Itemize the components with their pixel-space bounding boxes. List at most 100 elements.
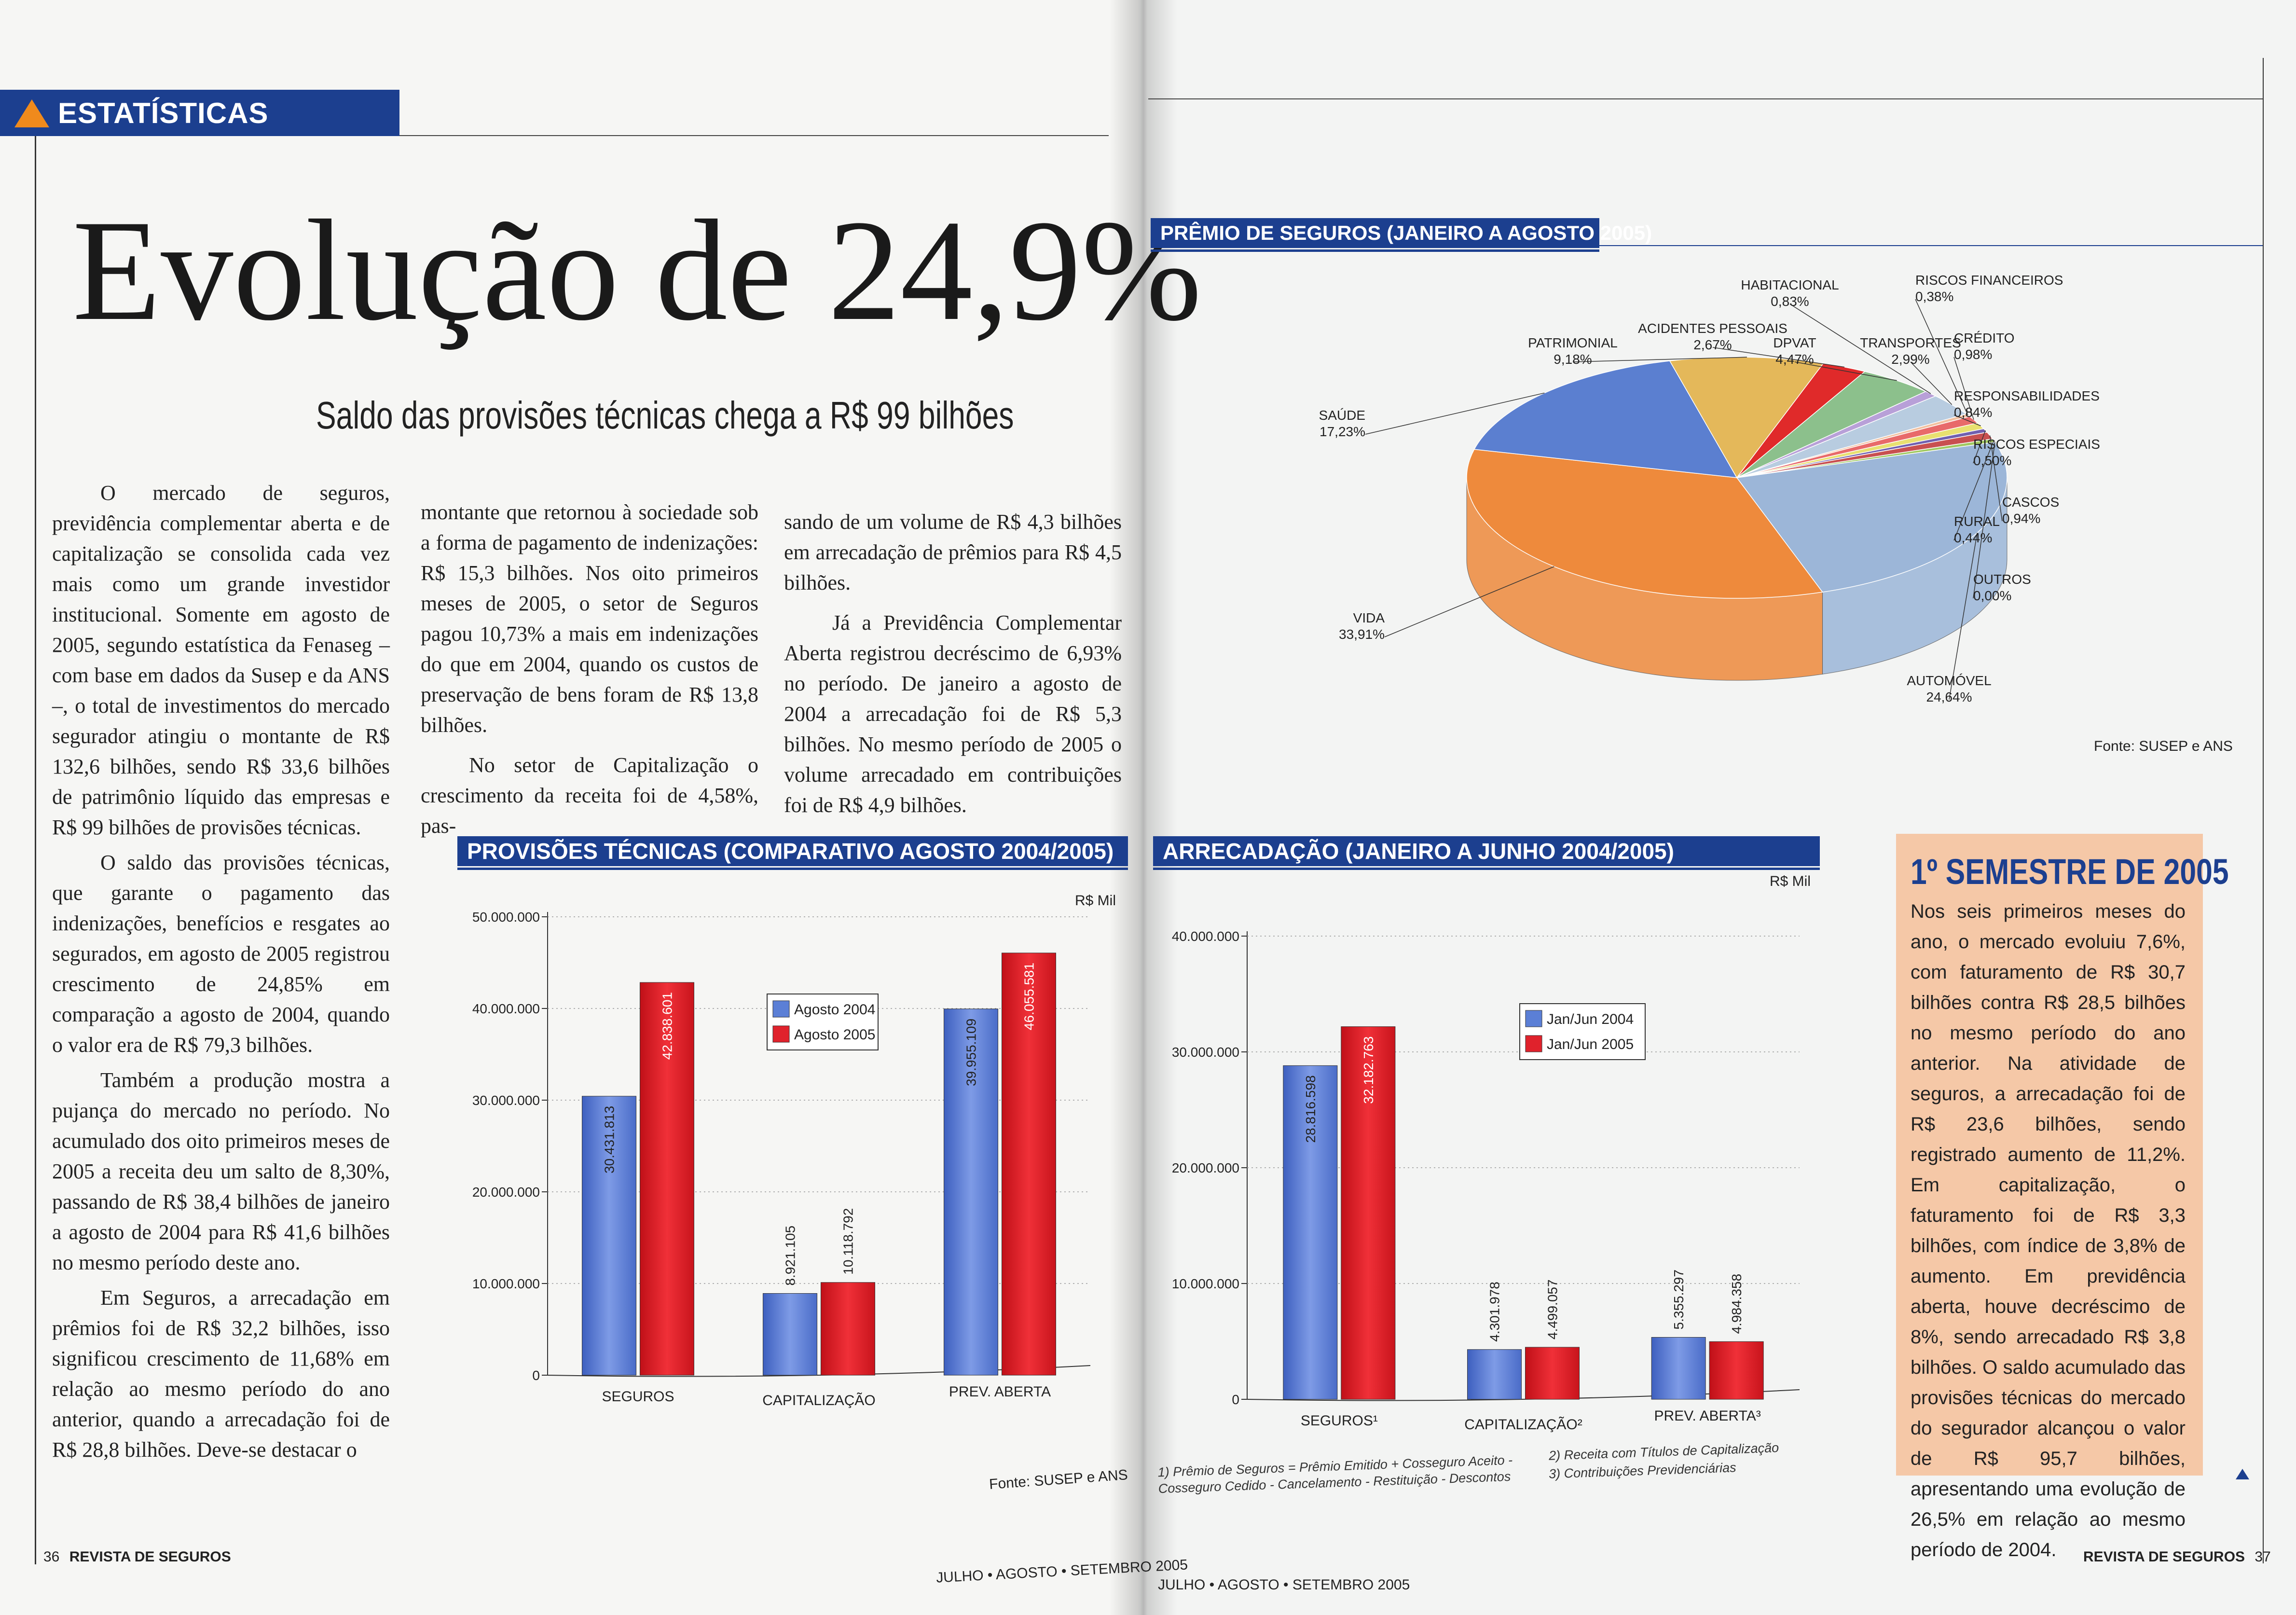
magazine-name: REVISTA DE SEGUROS — [2083, 1549, 2245, 1565]
bar — [640, 982, 694, 1376]
pie-label-value: 0,83% — [1771, 294, 1809, 309]
premio-chart-title: PRÊMIO DE SEGUROS (JANEIRO A AGOSTO 2005… — [1151, 218, 1652, 252]
provisoes-chart-title: PROVISÕES TÉCNICAS (COMPARATIVO AGOSTO 2… — [457, 836, 1128, 870]
premio-title-rule — [1592, 245, 2263, 246]
pie-label-name: RURAL — [1954, 514, 2000, 529]
paragraph: No setor de Capitalização o crescimento … — [421, 753, 758, 838]
y-tick-label: 0 — [1232, 1392, 1239, 1407]
data-label: 42.838.601 — [660, 992, 675, 1060]
pie-leader-line — [1953, 357, 1974, 420]
provisoes-bar-chart: 0 10.000.000 20.000.000 30.000.000 40.000.00… — [472, 910, 1091, 1408]
y-tick-label: 10.000.000 — [1172, 1276, 1239, 1291]
pie-slice — [1736, 438, 1996, 478]
bar — [944, 1008, 998, 1376]
bar — [1525, 1347, 1580, 1400]
y-tick-label: 50.000.000 — [472, 910, 540, 925]
pie-label-value: 4,47% — [1775, 352, 1814, 367]
y-tick-label: 20.000.000 — [472, 1185, 540, 1200]
data-label: 4.301.978 — [1487, 1282, 1502, 1342]
category-label: SEGUROS — [602, 1389, 674, 1405]
pie-leader-line — [1365, 392, 1545, 435]
bar — [1467, 1349, 1522, 1400]
magazine-name: REVISTA DE SEGUROS — [69, 1549, 231, 1565]
y-tick-label: 10.000.000 — [472, 1276, 540, 1291]
pie-label-value: 24,64% — [1926, 690, 1972, 704]
y-tick-label: 40.000.000 — [472, 1001, 540, 1016]
pie-label-value: 0,44% — [1954, 530, 1992, 545]
pie-leader-line — [1794, 361, 1897, 381]
left-margin-rule — [35, 136, 36, 1564]
legend-swatch — [1525, 1010, 1542, 1027]
pie-label-name: DPVAT — [1773, 335, 1816, 350]
pie-leader-line — [1949, 533, 1978, 700]
sidebox-title: 1º SEMESTRE DE 2005 — [1911, 852, 2229, 892]
bar — [582, 1096, 636, 1376]
right-margin-rule — [2263, 58, 2264, 1563]
data-label: 32.182.763 — [1361, 1036, 1376, 1104]
pie-label-name: AUTOMÓVEL — [1907, 673, 1991, 688]
pie-leader-line — [1712, 347, 1845, 368]
pie-leader-line — [1789, 304, 1931, 394]
pie-label-name: ACIDENTES PESSOAIS — [1638, 321, 1787, 336]
paragraph: sando de um volume de R$ 4,3 bilhões em … — [784, 510, 1122, 594]
y-tick-label: 30.000.000 — [472, 1093, 540, 1108]
pie-label-name: CASCOS — [2002, 495, 2059, 510]
data-label: 5.355.297 — [1671, 1270, 1686, 1330]
pie-leader-line — [1953, 440, 1994, 541]
legend-label: Agosto 2004 — [794, 1002, 875, 1018]
data-label: 8.921.105 — [783, 1226, 798, 1286]
data-label: 10.118.792 — [841, 1208, 856, 1275]
pie-label-value: 0,84% — [1954, 405, 1992, 420]
article-title: Evolução de 24,9% — [72, 190, 1202, 350]
pie-leader-line — [1989, 435, 2003, 522]
pie-leader-line — [1973, 442, 1995, 599]
column-2: montante que retornou à sociedade sob a … — [421, 497, 758, 841]
pie-label-name: RISCOS FINANCEIROS — [1915, 273, 2063, 288]
triangle-icon — [14, 99, 49, 127]
pie-label-name: OUTROS — [1973, 572, 2031, 587]
data-label: 4.499.057 — [1545, 1279, 1560, 1339]
paragraph: Também a produção mostra a pujança do me… — [52, 1068, 390, 1274]
pie-label-value: 0,00% — [1973, 588, 2011, 603]
top-rule-right — [1148, 98, 2263, 99]
top-rule-left — [399, 135, 1109, 136]
pie-leader-line — [1910, 361, 1952, 405]
bar — [1709, 1341, 1764, 1400]
pie-leader-line — [1953, 414, 1981, 427]
pie-label-value: 17,23% — [1320, 424, 1365, 439]
category-label: SEGUROS¹ — [1301, 1413, 1378, 1429]
legend-swatch — [1525, 1035, 1542, 1052]
pie-label-name: VIDA — [1353, 610, 1385, 625]
article-subtitle: Saldo das provisões técnicas chega a R$ … — [316, 394, 1014, 437]
gutter-shadow — [1110, 0, 1177, 1615]
pie-label-value: 33,91% — [1339, 627, 1385, 642]
column-3: sando de um volume de R$ 4,3 bilhões em … — [784, 507, 1122, 820]
footer-right: REVISTA DE SEGUROS 37 — [2083, 1549, 2271, 1565]
pie-slice — [1473, 360, 1738, 478]
pie-leader-line — [1384, 566, 1554, 637]
y-tick-label: 40.000.000 — [1172, 929, 1239, 944]
pie-label-value: 2,99% — [1891, 352, 1929, 367]
pie-label-value: 0,98% — [1954, 347, 1992, 362]
pie-leader-line — [1572, 357, 1747, 362]
pie-slice — [1736, 442, 2007, 593]
pie-label-name: PATRIMONIAL — [1528, 335, 1618, 350]
pie-leader-line — [1915, 299, 1968, 415]
data-label: 39.955.109 — [964, 1019, 979, 1086]
chart-2-unit: R$ Mil — [1770, 873, 1811, 889]
arrecadacao-chart-title: ARRECADAÇÃO (JANEIRO A JUNHO 2004/2005) — [1153, 836, 1820, 870]
legend-swatch — [772, 1025, 790, 1043]
page-number: 36 — [43, 1549, 60, 1565]
bar — [1002, 952, 1056, 1376]
chart-1-unit: R$ Mil — [1075, 893, 1116, 909]
pie-label-name: TRANSPORTES — [1860, 335, 1961, 350]
column-1: O mercado de seguros, previdência comple… — [52, 478, 390, 1465]
data-label: 46.055.581 — [1022, 963, 1037, 1030]
category-label: PREV. ABERTA³ — [1654, 1408, 1761, 1424]
pie-slice — [1466, 449, 1823, 599]
y-tick-label: 20.000.000 — [1172, 1160, 1239, 1175]
pie-label-name: HABITACIONAL — [1741, 277, 1839, 292]
sidebox-body: Nos seis primeiros meses do ano, o merca… — [1911, 901, 2186, 1560]
data-label: 30.431.813 — [602, 1106, 617, 1173]
